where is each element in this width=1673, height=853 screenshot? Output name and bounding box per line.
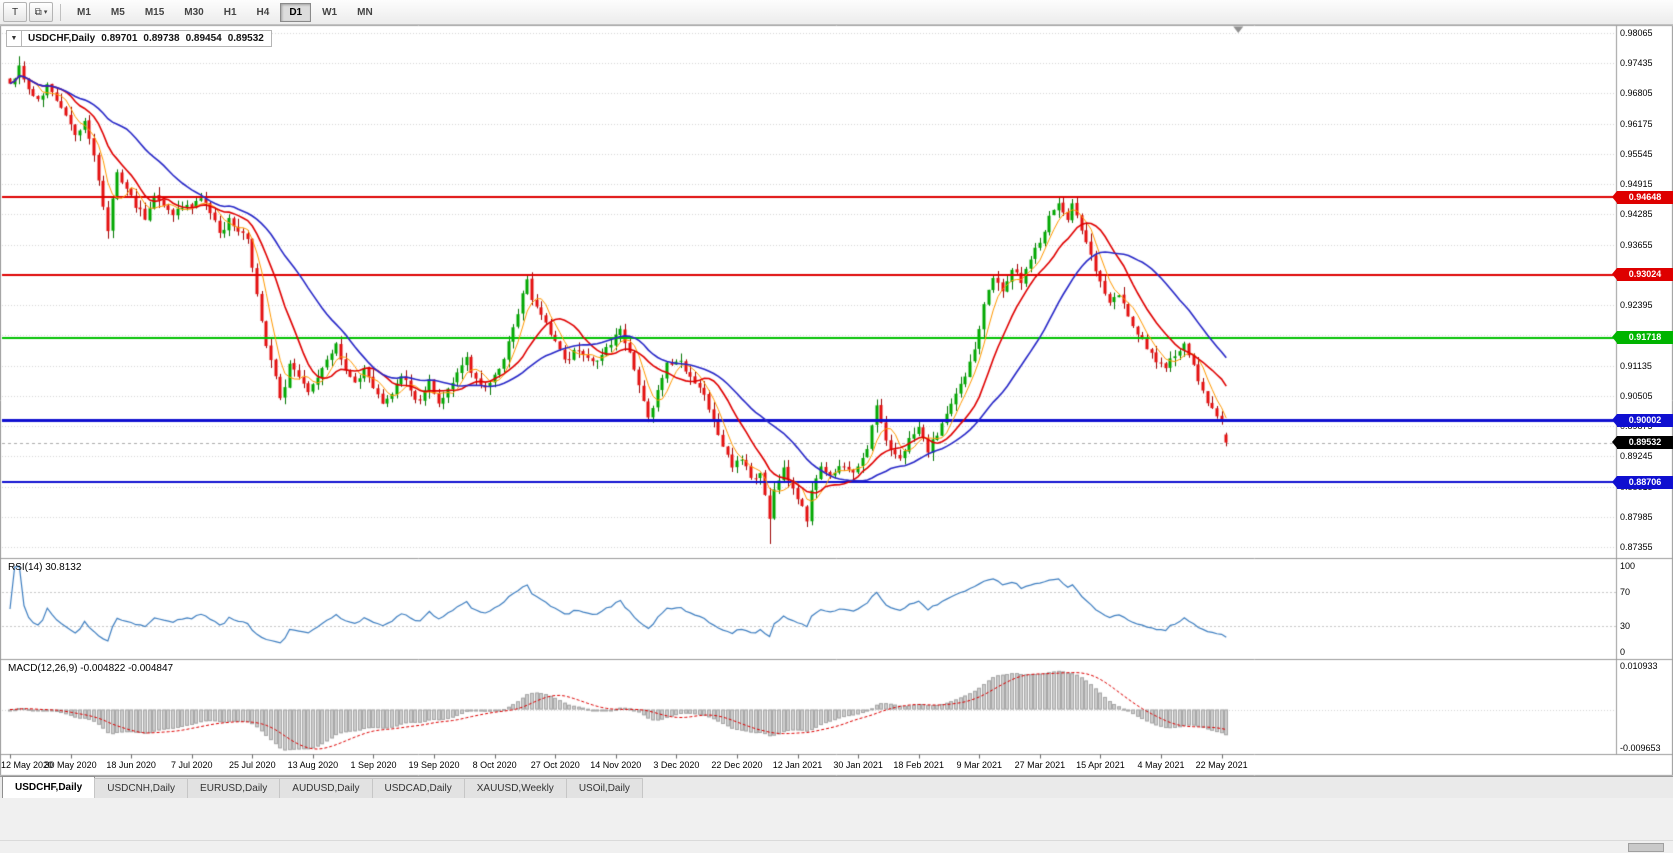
title-symbol: USDCHF,Daily xyxy=(28,33,96,44)
timeframe-group: M1 M5 M15 M30 H1 H4 D1 W1 MN xyxy=(68,2,382,22)
overlapping-squares-icon: ⧉ xyxy=(34,6,42,18)
tab-usoil-daily[interactable]: USOil,Daily xyxy=(565,778,643,798)
rsi-panel-label: RSI(14) 30.8132 xyxy=(8,562,81,573)
timeframe-button-h1[interactable]: H1 xyxy=(215,3,246,22)
macd-name: MACD(12,26,9) xyxy=(8,663,78,674)
timeframe-button-m15[interactable]: M15 xyxy=(136,3,173,22)
text-tool-button[interactable]: T xyxy=(3,2,27,22)
timeframe-button-mn[interactable]: MN xyxy=(348,3,382,22)
timeframe-button-w1[interactable]: W1 xyxy=(313,3,346,22)
macd-panel-label: MACD(12,26,9) -0.004822 -0.004847 xyxy=(8,663,173,674)
timeframe-button-m5[interactable]: M5 xyxy=(102,3,134,22)
chart-title: ▼ USDCHF,Daily 0.89701 0.89738 0.89454 0… xyxy=(6,30,272,47)
macd-values: -0.004822 -0.004847 xyxy=(80,663,174,674)
bottom-strip xyxy=(0,798,1673,853)
timeframe-button-m1[interactable]: M1 xyxy=(68,3,100,22)
timeframe-button-d1[interactable]: D1 xyxy=(280,2,312,22)
tab-audusd-daily[interactable]: AUDUSD,Daily xyxy=(279,778,373,798)
toolbar-separator xyxy=(60,3,61,21)
rsi-value: 30.8132 xyxy=(45,562,82,573)
title-open: 0.89701 xyxy=(101,33,138,44)
rsi-name: RSI(14) xyxy=(8,562,43,573)
title-high: 0.89738 xyxy=(143,33,180,44)
tab-usdcnh-daily[interactable]: USDCNH,Daily xyxy=(94,778,189,798)
chevron-down-icon: ▾ xyxy=(43,9,48,16)
chart-tabs: USDCHF,Daily USDCNH,Daily EURUSD,Daily AUDU… xyxy=(0,776,1673,798)
tab-usdcad-daily[interactable]: USDCAD,Daily xyxy=(371,778,465,798)
toolbar: T ⧉ ▾ M1 M5 M15 M30 H1 H4 D1 W1 MN xyxy=(0,0,1673,25)
tab-xauusd-weekly[interactable]: XAUUSD,Weekly xyxy=(463,778,567,798)
title-close: 0.89532 xyxy=(227,33,264,44)
tab-eurusd-daily[interactable]: EURUSD,Daily xyxy=(187,778,281,798)
symbol-dropdown-icon[interactable]: ▼ xyxy=(7,31,22,46)
objects-menu-button[interactable]: ⧉ ▾ xyxy=(29,2,53,22)
horizontal-scrollbar[interactable] xyxy=(0,840,1673,853)
tab-usdchf-daily[interactable]: USDCHF,Daily xyxy=(2,776,96,798)
title-low: 0.89454 xyxy=(185,33,222,44)
scrollbar-thumb[interactable] xyxy=(1628,843,1664,852)
timeframe-button-m30[interactable]: M30 xyxy=(175,3,212,22)
text-tool-label: T xyxy=(11,6,19,18)
timeframe-button-h4[interactable]: H4 xyxy=(248,3,279,22)
